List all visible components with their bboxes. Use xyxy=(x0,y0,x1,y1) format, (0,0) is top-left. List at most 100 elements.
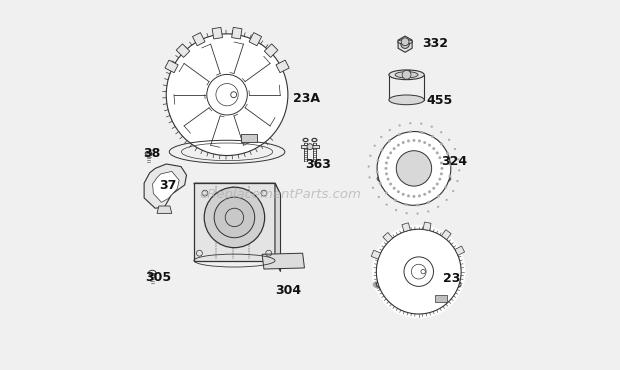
Polygon shape xyxy=(194,183,280,194)
Circle shape xyxy=(427,210,430,212)
Circle shape xyxy=(376,171,379,174)
Circle shape xyxy=(448,139,450,141)
Circle shape xyxy=(445,185,447,188)
Circle shape xyxy=(368,176,371,179)
Circle shape xyxy=(392,187,396,190)
Circle shape xyxy=(389,151,392,154)
Circle shape xyxy=(396,151,432,186)
Text: 455: 455 xyxy=(426,94,453,107)
Circle shape xyxy=(384,167,388,170)
Polygon shape xyxy=(275,183,280,272)
Circle shape xyxy=(402,193,405,196)
Circle shape xyxy=(437,195,440,198)
Circle shape xyxy=(377,132,451,205)
Circle shape xyxy=(387,156,389,159)
Circle shape xyxy=(204,187,265,248)
Circle shape xyxy=(432,147,435,150)
Circle shape xyxy=(416,204,419,206)
Circle shape xyxy=(405,203,407,206)
Circle shape xyxy=(397,133,401,136)
Polygon shape xyxy=(194,183,275,260)
Circle shape xyxy=(446,199,448,201)
Circle shape xyxy=(385,172,388,175)
Text: 305: 305 xyxy=(145,271,171,285)
Circle shape xyxy=(402,141,405,144)
Circle shape xyxy=(407,139,410,142)
Polygon shape xyxy=(404,70,410,75)
Circle shape xyxy=(387,178,389,181)
Circle shape xyxy=(440,161,443,164)
Circle shape xyxy=(432,187,435,190)
Circle shape xyxy=(388,139,391,142)
Polygon shape xyxy=(276,60,289,73)
Circle shape xyxy=(409,122,412,124)
Circle shape xyxy=(452,190,454,192)
Circle shape xyxy=(166,34,288,155)
Text: eReplacementParts.com: eReplacementParts.com xyxy=(200,188,361,201)
Circle shape xyxy=(409,130,412,133)
Ellipse shape xyxy=(376,276,461,293)
Polygon shape xyxy=(455,246,464,255)
Circle shape xyxy=(368,165,370,168)
Polygon shape xyxy=(241,134,257,142)
Ellipse shape xyxy=(404,282,433,287)
Circle shape xyxy=(402,70,411,79)
Text: 23: 23 xyxy=(443,272,461,286)
Circle shape xyxy=(454,148,456,150)
Circle shape xyxy=(437,206,439,208)
Circle shape xyxy=(436,182,439,185)
Circle shape xyxy=(427,201,430,204)
Circle shape xyxy=(458,158,459,161)
Circle shape xyxy=(446,152,449,155)
Polygon shape xyxy=(435,295,447,302)
Circle shape xyxy=(307,144,313,149)
Circle shape xyxy=(397,190,400,193)
Circle shape xyxy=(440,142,443,145)
Circle shape xyxy=(378,196,380,198)
Circle shape xyxy=(423,141,426,144)
Circle shape xyxy=(385,191,388,194)
Text: 332: 332 xyxy=(422,37,448,50)
Circle shape xyxy=(370,155,371,157)
Circle shape xyxy=(380,136,383,138)
Text: 304: 304 xyxy=(275,283,301,296)
Circle shape xyxy=(399,124,401,127)
Circle shape xyxy=(386,204,388,206)
Circle shape xyxy=(440,131,442,133)
Circle shape xyxy=(372,187,374,189)
Circle shape xyxy=(214,197,255,238)
Ellipse shape xyxy=(389,70,424,80)
Circle shape xyxy=(438,156,441,159)
Circle shape xyxy=(389,182,392,185)
Circle shape xyxy=(436,151,439,154)
Circle shape xyxy=(420,122,422,125)
Circle shape xyxy=(381,148,384,151)
Ellipse shape xyxy=(395,72,418,78)
Text: 363: 363 xyxy=(306,158,332,171)
Polygon shape xyxy=(301,145,319,148)
Circle shape xyxy=(404,257,433,286)
Circle shape xyxy=(395,209,397,211)
Ellipse shape xyxy=(377,171,451,186)
Circle shape xyxy=(385,161,388,164)
Polygon shape xyxy=(192,33,205,46)
Polygon shape xyxy=(212,27,223,39)
Polygon shape xyxy=(176,44,190,57)
Circle shape xyxy=(389,129,391,131)
Polygon shape xyxy=(144,164,187,208)
Circle shape xyxy=(448,175,451,178)
Circle shape xyxy=(431,135,434,138)
Circle shape xyxy=(440,167,443,170)
Polygon shape xyxy=(423,222,431,231)
Text: 37: 37 xyxy=(159,179,177,192)
Circle shape xyxy=(456,180,459,182)
Circle shape xyxy=(420,131,423,134)
Polygon shape xyxy=(232,27,242,39)
Circle shape xyxy=(412,195,415,198)
Circle shape xyxy=(412,139,415,142)
Text: 23A: 23A xyxy=(293,92,321,105)
Text: 324: 324 xyxy=(441,155,467,168)
Circle shape xyxy=(394,199,397,202)
Circle shape xyxy=(379,182,382,185)
Polygon shape xyxy=(153,171,179,202)
